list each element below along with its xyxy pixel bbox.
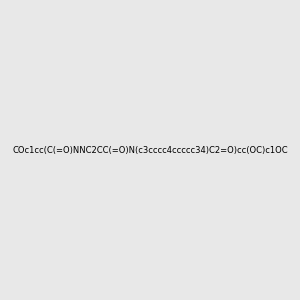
Text: COc1cc(C(=O)NNC2CC(=O)N(c3cccc4ccccc34)C2=O)cc(OC)c1OC: COc1cc(C(=O)NNC2CC(=O)N(c3cccc4ccccc34)C… [12,146,288,154]
